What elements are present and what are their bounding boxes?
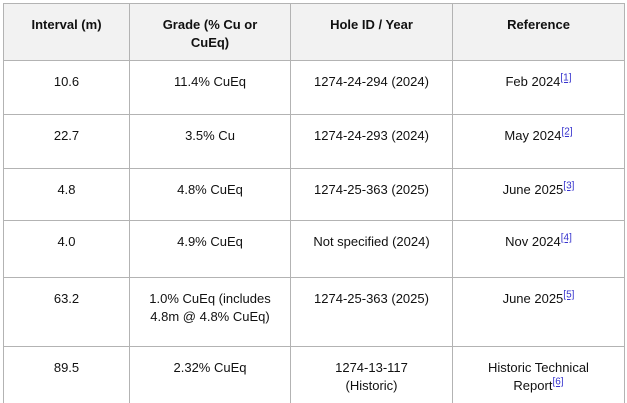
grade-cell: 1.0% CuEq (includes 4.8m @ 4.8% CuEq) xyxy=(129,277,291,347)
reference-cell: May 2024[2] xyxy=(452,114,625,169)
table-row: 63.2 1.0% CuEq (includes 4.8m @ 4.8% CuE… xyxy=(3,277,625,347)
hole-id-cell: Not specified (2024) xyxy=(290,220,453,278)
hole-id-cell: 1274-24-294 (2024) xyxy=(290,60,453,115)
citation-link[interactable]: [6] xyxy=(552,376,564,388)
citation-link[interactable]: [1] xyxy=(560,72,572,84)
grade-cell: 11.4% CuEq xyxy=(129,60,291,115)
hole-id-cell: 1274-24-293 (2024) xyxy=(290,114,453,169)
hole-id-cell: 1274-25-363 (2025) xyxy=(290,277,453,347)
citation-link[interactable]: [2] xyxy=(561,126,573,138)
table-row: 10.6 11.4% CuEq 1274-24-294 (2024) Feb 2… xyxy=(3,60,625,115)
reference-text: May 2024 xyxy=(504,128,562,143)
table-row: 4.0 4.9% CuEq Not specified (2024) Nov 2… xyxy=(3,220,625,278)
interval-cell: 89.5 xyxy=(3,346,130,403)
reference-text: Nov 2024 xyxy=(505,234,561,249)
reference-cell: Historic Technical Report[6] xyxy=(452,346,625,403)
citation-link[interactable]: [4] xyxy=(560,232,572,244)
reference-cell: Nov 2024[4] xyxy=(452,220,625,278)
hole-id-cell: 1274-25-363 (2025) xyxy=(290,168,453,221)
grade-cell: 2.32% CuEq xyxy=(129,346,291,403)
table-row: 22.7 3.5% Cu 1274-24-293 (2024) May 2024… xyxy=(3,114,625,169)
drill-results-table: Interval (m) Grade (% Cu or CuEq) Hole I… xyxy=(3,3,625,403)
citation-sup: [2] xyxy=(561,127,572,138)
citation-link[interactable]: [5] xyxy=(563,289,575,301)
column-header-grade: Grade (% Cu or CuEq) xyxy=(129,3,291,61)
interval-cell: 4.0 xyxy=(3,220,130,278)
grade-cell: 3.5% Cu xyxy=(129,114,291,169)
reference-cell: Feb 2024[1] xyxy=(452,60,625,115)
interval-cell: 4.8 xyxy=(3,168,130,221)
grade-cell: 4.9% CuEq xyxy=(129,220,291,278)
table-header-row: Interval (m) Grade (% Cu or CuEq) Hole I… xyxy=(3,3,625,61)
citation-sup: [3] xyxy=(563,181,574,192)
table-row: 4.8 4.8% CuEq 1274-25-363 (2025) June 20… xyxy=(3,168,625,221)
table-row: 89.5 2.32% CuEq 1274-13-117 (Historic) H… xyxy=(3,346,625,403)
interval-cell: 22.7 xyxy=(3,114,130,169)
citation-sup: [4] xyxy=(561,233,572,244)
reference-text: Historic Technical Report xyxy=(488,360,589,393)
citation-link[interactable]: [3] xyxy=(563,180,575,192)
reference-text: June 2025 xyxy=(502,182,564,197)
citation-sup: [1] xyxy=(560,73,571,84)
citation-sup: [6] xyxy=(552,377,563,388)
reference-text: Feb 2024 xyxy=(505,74,561,89)
interval-cell: 10.6 xyxy=(3,60,130,115)
column-header-reference: Reference xyxy=(452,3,625,61)
reference-text: June 2025 xyxy=(502,291,564,306)
grade-cell: 4.8% CuEq xyxy=(129,168,291,221)
hole-id-cell: 1274-13-117 (Historic) xyxy=(290,346,453,403)
column-header-interval: Interval (m) xyxy=(3,3,130,61)
citation-sup: [5] xyxy=(563,290,574,301)
column-header-hole-id: Hole ID / Year xyxy=(290,3,453,61)
reference-cell: June 2025[5] xyxy=(452,277,625,347)
interval-cell: 63.2 xyxy=(3,277,130,347)
reference-cell: June 2025[3] xyxy=(452,168,625,221)
